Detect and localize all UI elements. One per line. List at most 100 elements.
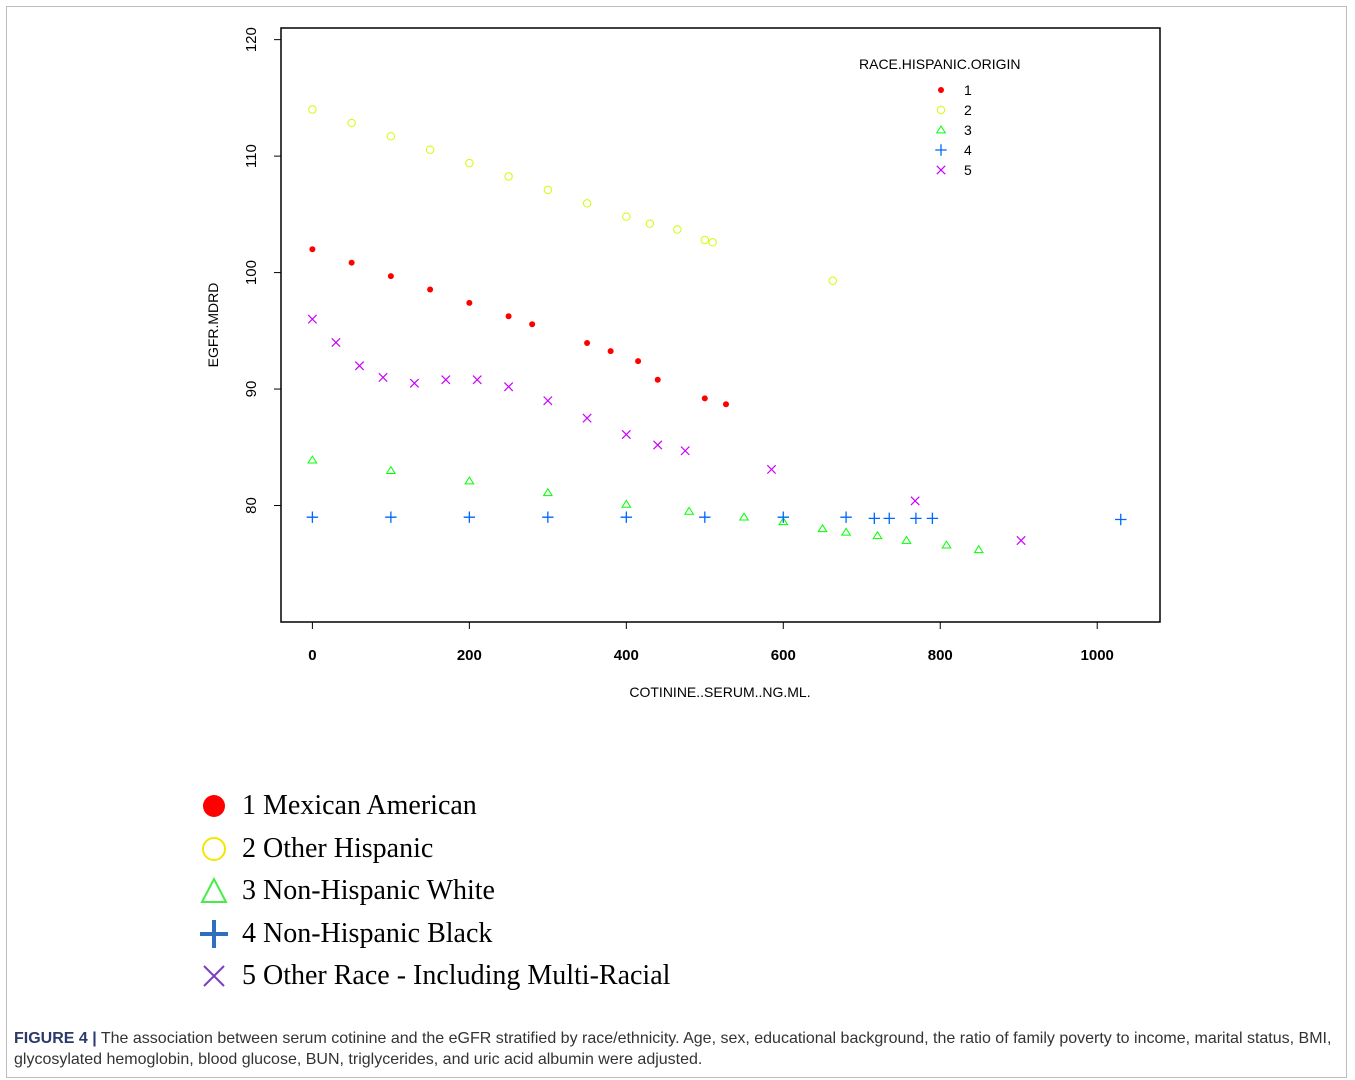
data-point: [868, 512, 881, 525]
key-marker-shape: [203, 965, 225, 987]
data-point: [582, 199, 592, 208]
plot-area-border: [280, 27, 1161, 623]
x-axis: 0 200 400 600 800 1000: [308, 622, 1114, 664]
key-item: 3 Non-Hispanic White: [198, 870, 670, 913]
data-point: [708, 238, 717, 247]
y-axis: 80 90 100 110 120: [243, 27, 281, 514]
series-1: [309, 246, 729, 408]
figure-caption: FIGURE 4 | The association between serum…: [14, 1028, 1334, 1070]
data-point: [766, 464, 777, 475]
data-point: [385, 511, 397, 523]
data-point: [543, 396, 553, 406]
data-point: [778, 516, 789, 526]
data-point: [621, 499, 632, 508]
legend-label: 5: [964, 162, 972, 178]
data-point: [840, 527, 852, 536]
legend-title: RACE.HISPANIC.ORIGIN: [859, 56, 1021, 72]
key-marker-icon: [203, 965, 225, 987]
caption-label: FIGURE 4 |: [14, 1030, 97, 1047]
data-point: [645, 219, 655, 228]
legend-label: 1: [964, 82, 972, 98]
data-point: [872, 530, 883, 540]
data-point: [542, 487, 554, 497]
data-point: [722, 401, 729, 408]
data-point: [901, 535, 912, 544]
data-point: [307, 314, 318, 324]
key-marker-icon: [200, 919, 228, 948]
data-point: [840, 511, 852, 523]
y-tick-label: 100: [243, 260, 260, 285]
key-marker-icon: [202, 836, 226, 861]
y-tick-label: 120: [243, 27, 260, 52]
data-point: [620, 511, 633, 523]
data-point: [582, 413, 592, 423]
data-point: [673, 225, 682, 234]
data-point: [700, 235, 710, 245]
data-point: [635, 358, 642, 365]
data-point: [777, 511, 789, 523]
key-label: 5 Other Race - Including Multi-Racial: [242, 960, 671, 992]
legend-label: 4: [964, 142, 972, 158]
data-point: [466, 299, 473, 306]
y-axis-title: EGFR.MDRD: [205, 283, 221, 368]
series-2: [308, 105, 837, 285]
data-point: [973, 544, 984, 554]
data-point: [683, 506, 695, 515]
data-point: [386, 132, 396, 141]
legend-marker: [936, 165, 946, 175]
key-item: 4 Non-Hispanic Black: [198, 913, 670, 956]
key-item: 2 Other Hispanic: [198, 828, 670, 871]
data-point: [529, 321, 536, 328]
y-tick-label: 110: [243, 144, 260, 168]
legend-marker: [936, 105, 946, 115]
data-point: [621, 429, 631, 440]
series-3: [307, 455, 984, 554]
data-point: [505, 313, 512, 320]
data-point: [465, 158, 474, 168]
key-marker-shape: [200, 877, 228, 904]
data-point: [926, 512, 939, 525]
key-label: 4 Non-Hispanic Black: [242, 917, 493, 949]
series-5: [307, 314, 1026, 546]
race-key: 1 Mexican American 2 Other Hispanic 3 Non-…: [198, 785, 670, 998]
data-point: [385, 465, 397, 474]
key-marker-shape: [203, 795, 225, 818]
data-point: [910, 512, 922, 525]
key-label: 2 Other Hispanic: [242, 832, 434, 864]
data-point: [699, 511, 711, 523]
x-tick-label: 400: [614, 647, 639, 664]
data-point: [654, 376, 661, 383]
series-4: [306, 511, 1127, 526]
data-point: [817, 523, 828, 533]
data-points: [306, 105, 1127, 554]
data-point: [680, 446, 690, 456]
data-point: [584, 340, 591, 347]
key-label: 1 Mexican American: [242, 790, 477, 822]
data-point: [472, 375, 482, 385]
data-point: [503, 382, 514, 392]
data-point: [464, 476, 475, 485]
key-marker-shape: [202, 836, 226, 861]
key-marker-shape: [200, 919, 228, 948]
data-point: [354, 361, 365, 371]
legend: RACE.HISPANIC.ORIGIN 1 2 3 4 5: [859, 56, 1021, 178]
data-point: [828, 276, 837, 285]
figure-frame: [6, 6, 1347, 1078]
data-point: [307, 455, 318, 464]
data-point: [910, 496, 920, 506]
key-item: 1 Mexican American: [198, 785, 670, 828]
legend-label: 3: [964, 122, 972, 138]
data-point: [378, 372, 388, 383]
data-point: [308, 105, 317, 114]
data-point: [1115, 513, 1127, 526]
data-point: [883, 512, 895, 525]
data-point: [309, 246, 316, 253]
x-tick-label: 800: [928, 647, 953, 664]
data-point: [653, 440, 663, 450]
data-point: [504, 172, 513, 181]
data-point: [622, 212, 631, 221]
x-tick-label: 600: [771, 647, 796, 664]
x-tick-label: 0: [308, 647, 316, 664]
data-point: [348, 259, 355, 266]
caption-text: The association between serum cotinine a…: [14, 1030, 1332, 1068]
